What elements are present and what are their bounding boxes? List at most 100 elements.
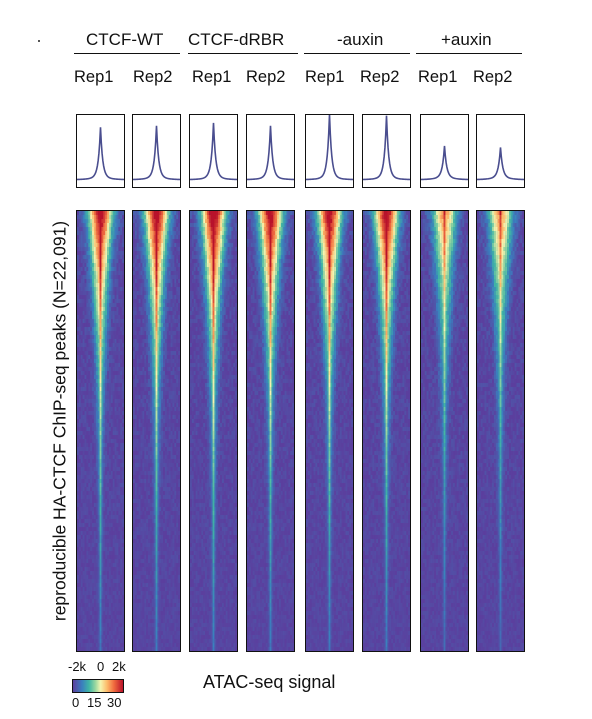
heatmap-cell [99, 339, 102, 344]
heatmap-cell [105, 623, 108, 628]
heatmap-cell [103, 359, 106, 364]
heatmap-cell [157, 459, 160, 464]
heatmap-cell [108, 547, 111, 552]
heatmap-cell [134, 287, 137, 292]
heatmap-cell [136, 515, 139, 520]
heatmap-cell [90, 383, 93, 388]
heatmap-cell [95, 423, 98, 428]
heatmap-cell [77, 627, 80, 632]
heatmap-cell [103, 415, 106, 420]
heatmap-cell [77, 471, 80, 476]
heatmap-cell [178, 527, 180, 532]
heatmap-cell [163, 527, 166, 532]
heatmap-cell [164, 491, 167, 496]
heatmap-cell [101, 527, 104, 532]
heatmap-cell [155, 335, 158, 340]
heatmap-cell [166, 499, 169, 504]
heatmap-cell [140, 511, 143, 516]
heatmap-cell [136, 327, 139, 332]
heatmap-cell [157, 411, 160, 416]
heatmap-cell [163, 275, 166, 280]
heatmap-cell [108, 295, 111, 300]
heatmap-cell [90, 615, 93, 620]
heatmap-cell [159, 259, 162, 264]
heatmap-cell [174, 299, 177, 304]
heatmap-cell [105, 331, 108, 336]
heatmap-cell [93, 259, 96, 264]
heatmap-cell [134, 391, 137, 396]
heatmap-cell [84, 223, 87, 228]
heatmap-cell [84, 251, 87, 256]
heatmap-cell [101, 323, 104, 328]
heatmap-cell [149, 243, 152, 248]
heatmap-cell [101, 287, 104, 292]
heatmap-cell [176, 531, 179, 536]
heatmap-cell [107, 227, 110, 232]
heatmap-cell [110, 303, 113, 308]
heatmap-cell [151, 387, 154, 392]
heatmap-cell [114, 503, 117, 508]
heatmap-cell [166, 295, 169, 300]
heatmap-cell [120, 615, 123, 620]
heatmap-cell [136, 519, 139, 524]
heatmap-cell [133, 247, 136, 252]
heatmap-cell [159, 335, 162, 340]
heatmap-cell [153, 219, 156, 224]
heatmap-cell [178, 431, 180, 436]
heatmap-cell [136, 439, 139, 444]
heatmap-cell [93, 411, 96, 416]
heatmap-cell [112, 647, 115, 651]
heatmap-cell [93, 335, 96, 340]
heatmap-cell [86, 443, 89, 448]
heatmap-cell [142, 215, 145, 220]
heatmap-cell [136, 483, 139, 488]
heatmap-cell [157, 331, 160, 336]
heatmap-cell [142, 367, 145, 372]
heatmap-cell [151, 459, 154, 464]
heatmap-cell [112, 447, 115, 452]
heatmap-cell [112, 607, 115, 612]
heatmap-cell [138, 279, 141, 284]
heatmap-cell [170, 387, 173, 392]
heatmap-cell [176, 347, 179, 352]
heatmap-cell [134, 507, 137, 512]
heatmap-cell [142, 267, 145, 272]
heatmap-cell [118, 411, 121, 416]
heatmap-cell [157, 371, 160, 376]
heatmap-cell [161, 475, 164, 480]
heatmap-cell [110, 335, 113, 340]
heatmap-cell [163, 415, 166, 420]
heatmap-cell [153, 435, 156, 440]
heatmap-cell [120, 623, 123, 628]
heatmap-cell [105, 247, 108, 252]
heatmap-cell [172, 559, 175, 564]
heatmap-cell [93, 519, 96, 524]
heatmap-cell [118, 551, 121, 556]
heatmap-cell [93, 443, 96, 448]
heatmap-cell [80, 303, 83, 308]
heatmap-cell [122, 587, 124, 592]
heatmap-cell [86, 555, 89, 560]
heatmap-cell [90, 639, 93, 644]
heatmap-cell [116, 231, 119, 236]
heatmap-cell [170, 219, 173, 224]
heatmap-cell [151, 503, 154, 508]
heatmap-cell [144, 503, 147, 508]
heatmap-cell [107, 627, 110, 632]
heatmap-cell [112, 515, 115, 520]
heatmap-cell [108, 479, 111, 484]
heatmap-cell [168, 247, 171, 252]
heatmap-cell [136, 535, 139, 540]
heatmap-cell [151, 463, 154, 468]
heatmap-cell [155, 323, 158, 328]
heatmap-cell [149, 475, 152, 480]
heatmap-cell [166, 323, 169, 328]
heatmap-cell [148, 363, 151, 368]
heatmap-cell [99, 291, 102, 296]
heatmap-cell [86, 459, 89, 464]
heatmap-cell [86, 387, 89, 392]
heatmap-cell [110, 451, 113, 456]
heatmap-cell [108, 247, 111, 252]
heatmap-cell [176, 403, 179, 408]
heatmap-cell [133, 475, 136, 480]
